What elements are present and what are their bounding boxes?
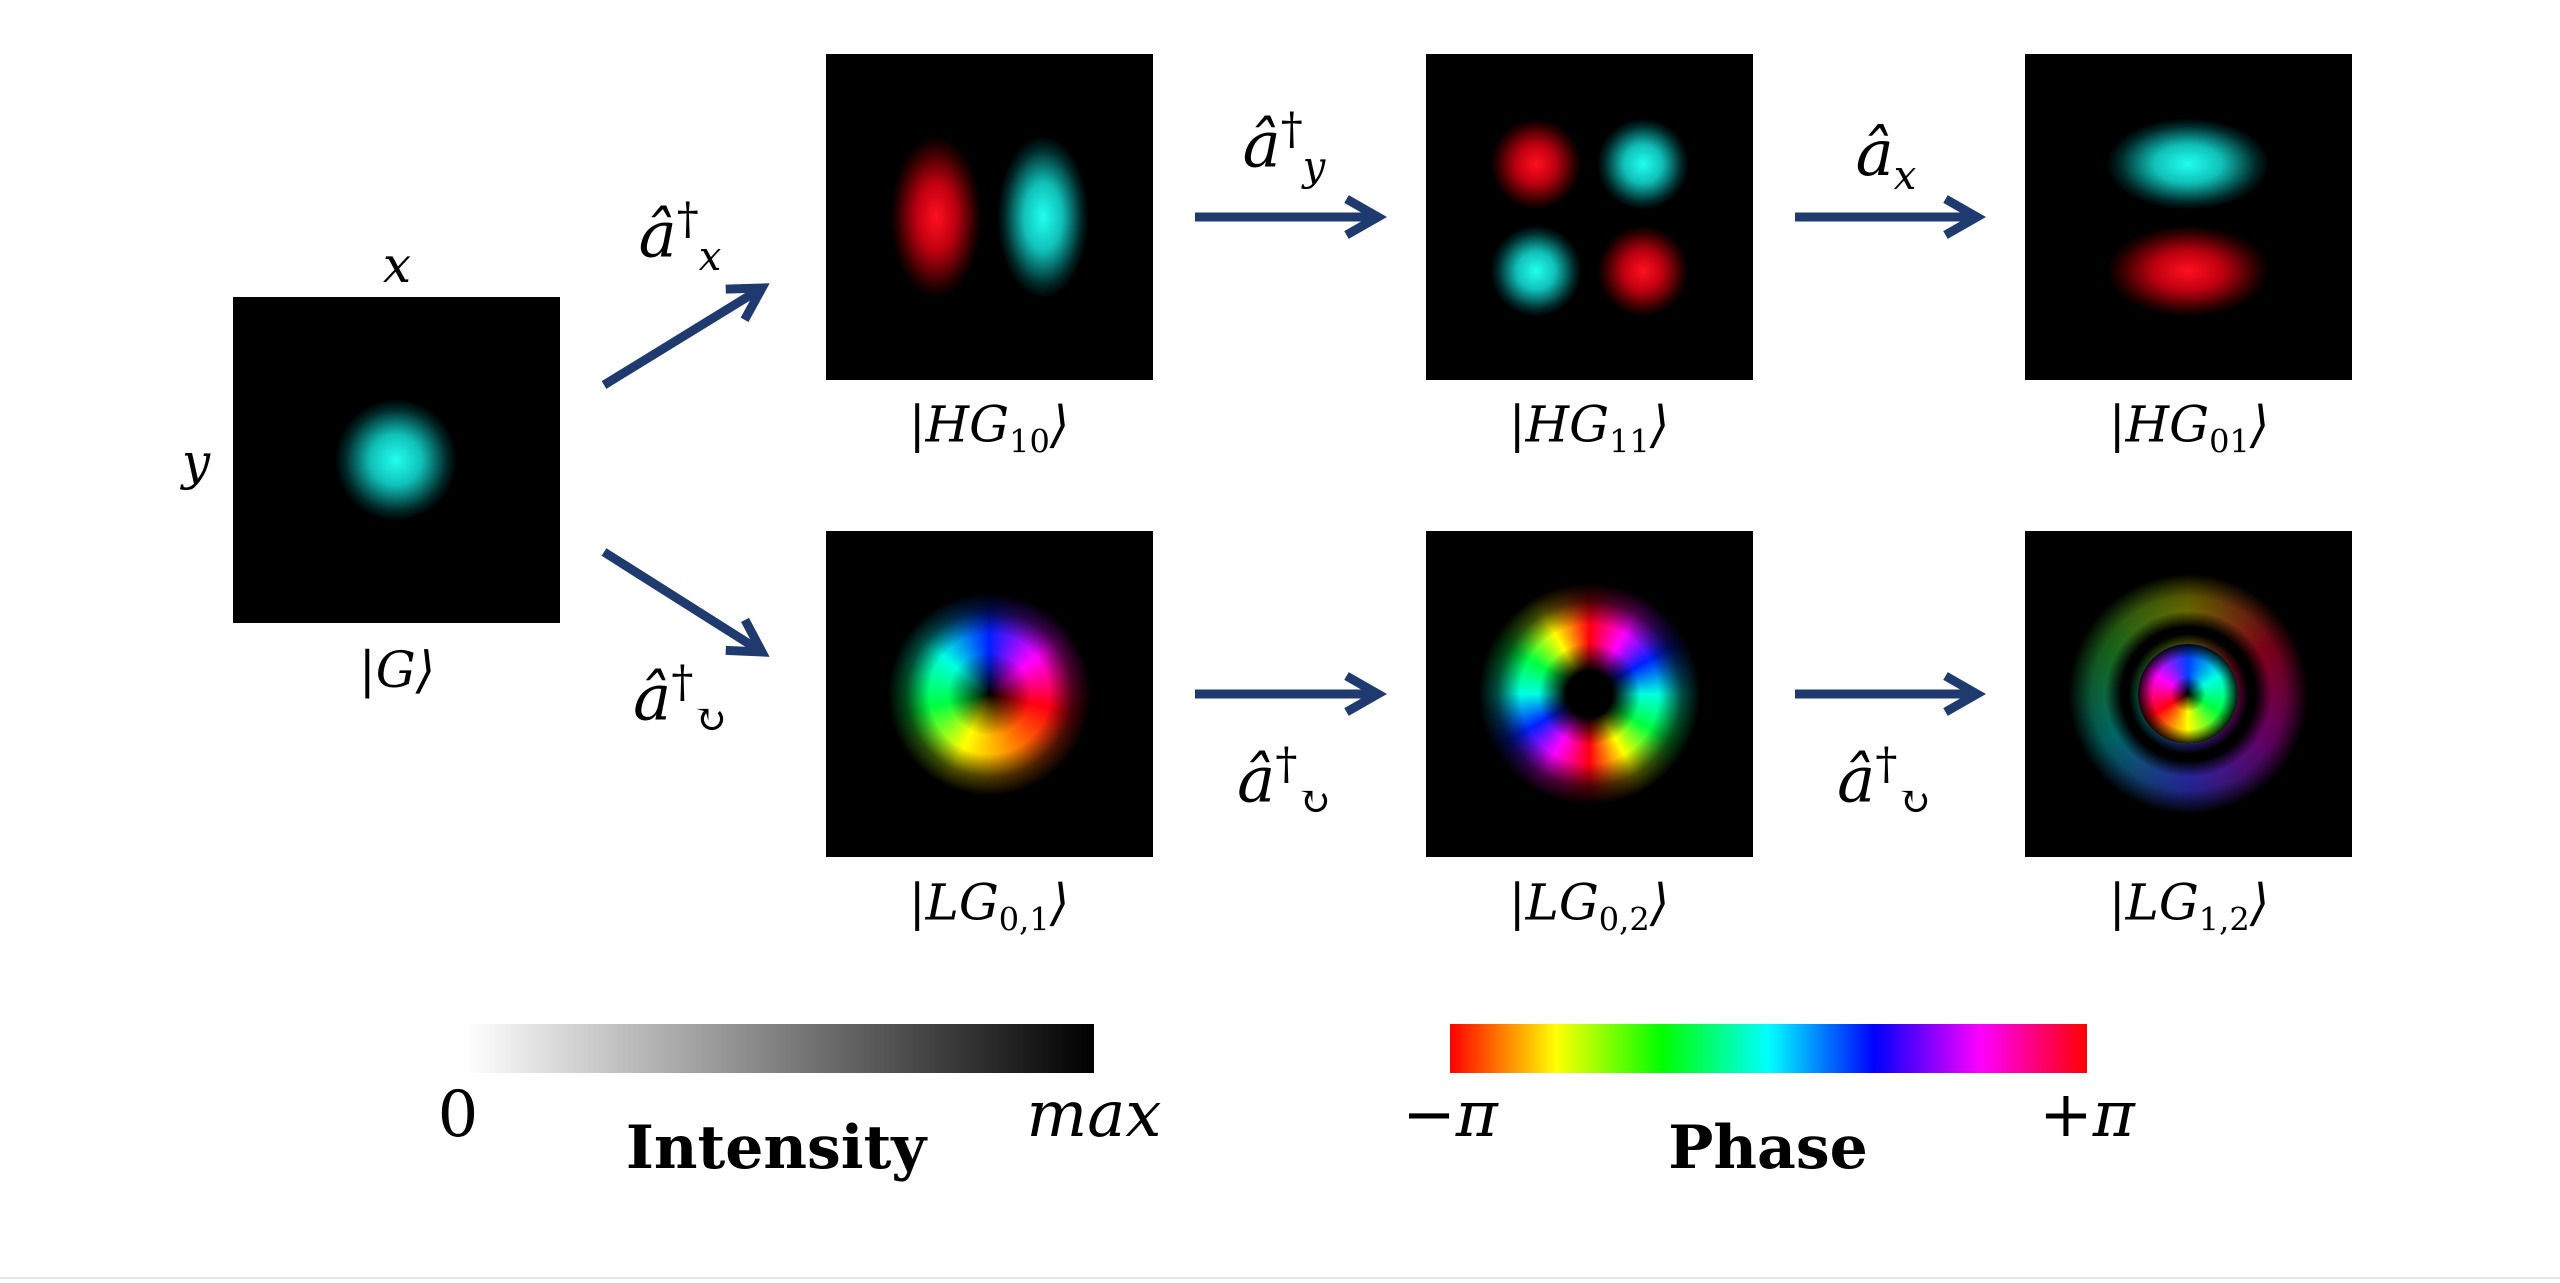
intensity-title: Intensity — [625, 1113, 927, 1183]
hg11-beam-image — [1426, 54, 1753, 380]
state-label-lg01: |LG0,1⟩ — [908, 873, 1070, 939]
arrow-g-to-hg10 — [601, 283, 770, 389]
arrow-g-to-lg01 — [601, 548, 770, 657]
intensity-max-label: max — [1026, 1078, 1162, 1152]
operator-acirc-dagger-1: â†↻ — [633, 656, 727, 744]
x-axis-label: x — [382, 236, 412, 294]
y-axis-label: y — [181, 433, 211, 491]
lg12-beam-image — [2025, 531, 2352, 857]
hg10-beam-image — [826, 54, 1153, 380]
bottom-divider — [0, 1277, 2560, 1279]
operator-ay-dagger: â†y — [1242, 103, 1326, 191]
state-label-g: |G⟩ — [358, 641, 436, 699]
hg01-beam-image — [2025, 54, 2352, 380]
state-label-hg10: |HG10⟩ — [908, 395, 1070, 461]
state-label-lg12: |LG1,2⟩ — [2108, 873, 2270, 939]
lg01-beam-image — [826, 531, 1153, 857]
operator-ax: âx — [1855, 117, 1917, 199]
lg02-beam-image — [1426, 531, 1753, 857]
phase-max-label: +π — [2039, 1078, 2135, 1152]
state-label-hg11: |HG11⟩ — [1508, 395, 1670, 461]
state-label-lg02: |LG0,2⟩ — [1508, 873, 1670, 939]
intensity-colorbar — [465, 1024, 1094, 1073]
intensity-min-label: 0 — [437, 1078, 479, 1152]
phase-colorbar — [1450, 1024, 2087, 1073]
phase-title: Phase — [1668, 1113, 1868, 1183]
state-label-hg01: |HG01⟩ — [2108, 395, 2270, 461]
operator-acirc-dagger-2: â†↻ — [1237, 738, 1331, 826]
operator-acirc-dagger-3: â†↻ — [1837, 738, 1931, 826]
gaussian-beam-image — [233, 297, 560, 623]
phase-min-label: −π — [1402, 1078, 1498, 1152]
operator-ax-dagger: â†x — [638, 193, 722, 281]
